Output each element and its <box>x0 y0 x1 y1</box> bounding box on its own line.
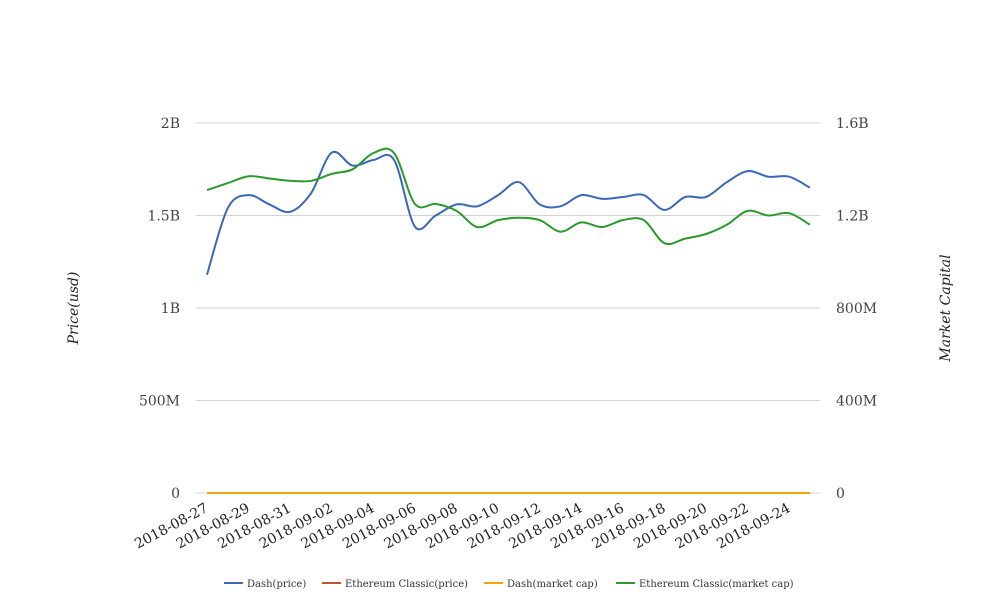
x-axis-ticks: 2018-08-272018-08-292018-08-312018-09-02… <box>132 500 793 552</box>
y-right-tick-label: 1.2B <box>836 209 869 225</box>
y-left-tick-label: 1.5B <box>147 209 180 225</box>
y-left-tick-label: 2B <box>161 116 180 132</box>
y-right-tick-label: 800M <box>836 301 877 317</box>
right-axis-ticks: 0 400M 800M 1.2B 1.6B <box>836 116 877 502</box>
y-right-tick-label: 1.6B <box>836 116 869 132</box>
series-line-ethereum-classic-market-cap <box>206 147 811 246</box>
legend: Dash(price) Ethereum Classic(price) Dash(m… <box>224 579 794 590</box>
gridlines <box>196 122 820 494</box>
legend-label: Dash(market cap) <box>507 579 598 590</box>
series-line-dash-price <box>206 150 811 276</box>
legend-label: Ethereum Classic(price) <box>345 579 468 590</box>
y-left-tick-label: 1B <box>161 301 180 317</box>
legend-label: Dash(price) <box>247 579 306 590</box>
y-axis-right-title: Market Capital <box>938 254 954 362</box>
legend-item: Dash(market cap) <box>484 579 598 590</box>
y-right-tick-label: 400M <box>836 394 877 410</box>
legend-item: Ethereum Classic(market cap) <box>616 579 794 590</box>
legend-label: Ethereum Classic(market cap) <box>639 579 794 590</box>
legend-item: Dash(price) <box>224 579 306 590</box>
y-right-tick-label: 0 <box>836 486 845 502</box>
series-lines <box>206 147 811 495</box>
left-axis-ticks: 0 500M 1B 1.5B 2B <box>139 116 180 502</box>
legend-item: Ethereum Classic(price) <box>322 579 468 590</box>
y-left-tick-label: 500M <box>139 394 180 410</box>
y-left-tick-label: 0 <box>171 486 180 502</box>
y-axis-left-title: Price(usd) <box>66 272 82 346</box>
